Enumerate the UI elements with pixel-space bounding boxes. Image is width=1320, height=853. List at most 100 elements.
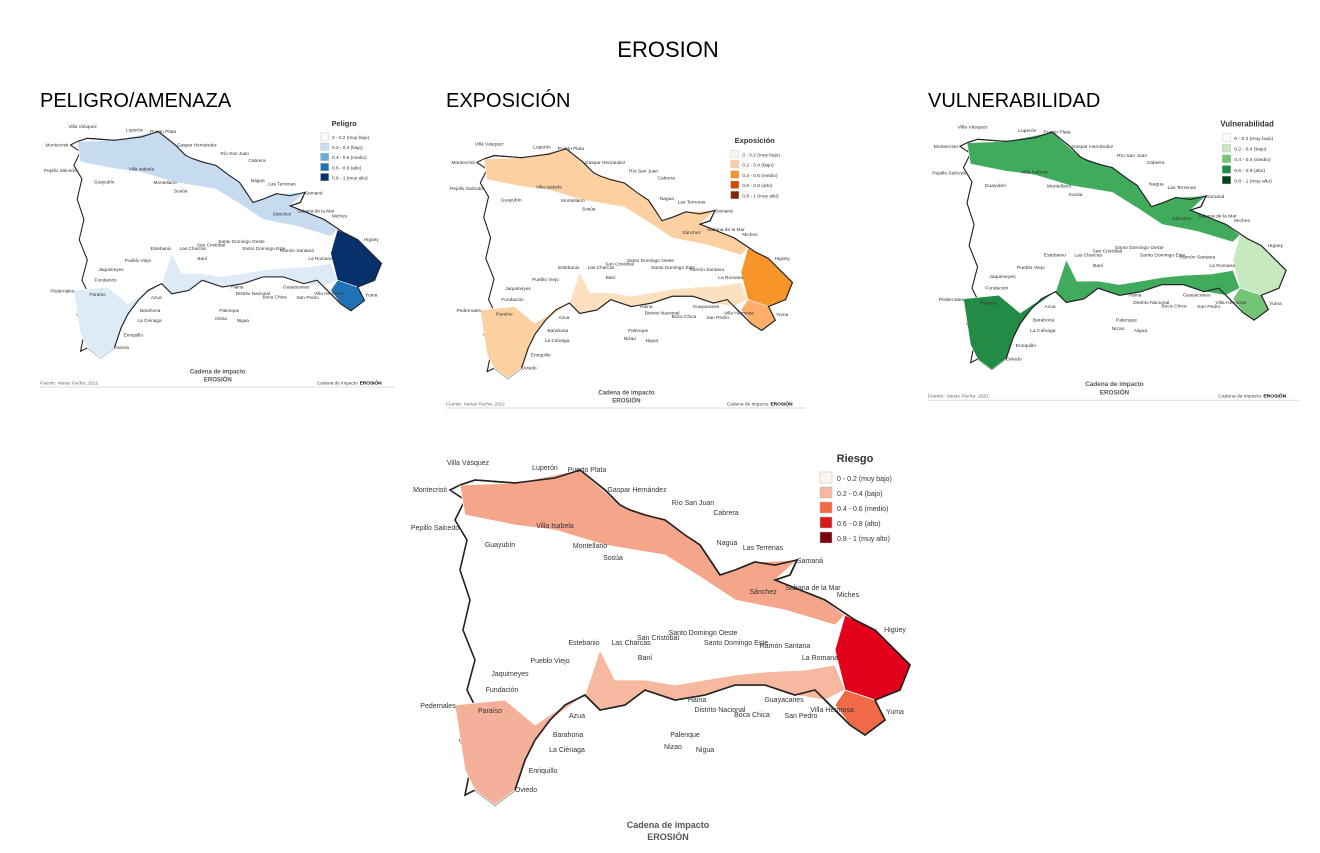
legend-label: 0.2 - 0.4 (bajo)	[837, 491, 883, 498]
place-label: Distrito Nacional	[1133, 300, 1169, 306]
place-label: Yuma	[1269, 301, 1282, 307]
place-label: La Romana	[718, 275, 743, 281]
footer-tag: Cadena de impacto	[317, 380, 358, 386]
place-label: Palenque	[219, 308, 239, 314]
place-label: Pedernales	[456, 308, 481, 314]
place-label: Cabrera	[658, 176, 676, 182]
place-label: Villa Isabela	[536, 523, 574, 530]
place-label: Cabrera	[248, 158, 265, 164]
place-label: Fundación	[501, 297, 524, 303]
coastline	[483, 148, 794, 369]
place-label: Miches	[742, 232, 758, 238]
place-label: Villa Hermosa	[314, 291, 344, 297]
place-label: Estebanio	[568, 640, 599, 647]
place-label: Higüey	[1268, 243, 1284, 249]
place-label: Haina	[688, 697, 706, 704]
page-title: EROSION	[617, 37, 718, 62]
legend-title: Exposición	[735, 136, 776, 145]
place-label: Nizao	[664, 744, 682, 751]
place-label: Villa Isabela	[1021, 169, 1048, 175]
footer-tag-bold: EROSIÓN	[770, 399, 793, 407]
place-label: Miches	[332, 213, 348, 219]
place-label: Guayacanes	[1183, 293, 1211, 299]
place-label: La Romana	[1209, 263, 1235, 269]
place-label: Miches	[837, 592, 860, 599]
place-label: Jaquimeyes	[505, 286, 531, 292]
legend-label: 0 - 0.2 (muy bajo)	[742, 152, 780, 158]
place-label: Gaspar Hernández	[1072, 144, 1114, 150]
legend-label: 0.8 - 1 (muy alto)	[1234, 179, 1272, 185]
source-note: Fuente: Varias Fecha: 2021	[446, 401, 505, 407]
footer-title: Cadena de impacto	[1085, 381, 1144, 388]
legend-label: 0 - 0.2 (muy bajo)	[332, 135, 369, 141]
place-label: Oviedo	[1006, 356, 1022, 362]
place-label: Fundación	[985, 286, 1008, 292]
place-label: Guayacanes	[283, 284, 310, 290]
place-label: Las Charcas	[180, 246, 207, 252]
place-label: Gaspar Hernández	[607, 487, 667, 494]
legend-swatch	[730, 149, 740, 158]
footer-subtitle: EROSIÓN	[204, 376, 232, 384]
place-label: Sosúa	[174, 188, 188, 194]
place-label: Jaquimeyes	[98, 267, 124, 273]
place-label: Miches	[1234, 218, 1250, 224]
place-label: Enriquillo	[529, 768, 558, 775]
legend-swatch	[1222, 154, 1231, 163]
place-label: Barahona	[553, 732, 583, 739]
place-label: Baní	[606, 275, 617, 281]
place-label: Sosúa	[1068, 192, 1082, 198]
place-label: Boca Chica	[672, 314, 697, 320]
place-label: Yuma	[776, 312, 789, 318]
place-label: Nigua	[696, 747, 714, 754]
place-label: Montellano	[1047, 183, 1071, 189]
place-label: Azua	[569, 713, 585, 720]
place-label: San Pedro	[1197, 304, 1221, 310]
legend-swatch	[1222, 144, 1231, 153]
place-label: Pepillo Salcedo	[450, 186, 483, 192]
place-label: Sosúa	[603, 555, 623, 562]
legend-label: 0.4 - 0.6 (medio)	[837, 506, 888, 513]
legend-swatch	[730, 191, 740, 199]
place-label: Sabana de la Mar	[785, 585, 841, 592]
legend-label: 0.4 - 0.6 (medio)	[1234, 157, 1271, 163]
place-label: Sánchez	[273, 211, 292, 217]
place-label: Haina	[640, 304, 653, 310]
place-label: Palenque	[628, 328, 649, 334]
place-label: Nigua	[237, 318, 250, 324]
map-heading: EXPOSICIÓN	[446, 89, 570, 112]
place-label: Las Charcas	[1074, 252, 1102, 258]
source-note: Fuente: Varias Fecha: 2021	[928, 393, 989, 399]
legend-swatch	[819, 501, 833, 514]
source-note: Fuente: Varias Fecha: 2021	[40, 380, 98, 386]
place-label: Oviedo	[521, 366, 537, 372]
place-label: Ramón Santana	[280, 248, 314, 254]
place-label: Nagua	[1149, 181, 1164, 187]
place-label: Villa Vásquez	[68, 124, 97, 130]
place-label: San Pedro	[297, 295, 320, 301]
place-label: Pepillo Salcedo	[411, 525, 459, 532]
place-label: Enriquillo	[1016, 343, 1037, 349]
place-label: Montecristi	[934, 144, 958, 150]
footer-tag: Cadena de impacto	[1218, 393, 1261, 399]
place-label: Guayubín	[985, 183, 1007, 189]
place-label: Palenque	[1116, 317, 1137, 323]
legend-swatch	[819, 516, 833, 529]
place-label: Higüey	[884, 627, 906, 634]
place-label: Luperón	[532, 465, 558, 472]
legend-label: 0.4 - 0.6 (medio)	[332, 155, 367, 161]
place-label: Las Terrenas	[743, 545, 784, 552]
place-label: Villa Hermosa	[724, 311, 754, 317]
footer-title: Cadena de impacto	[598, 389, 655, 396]
place-label: Estebanio	[1044, 252, 1066, 258]
legend-swatch	[730, 160, 740, 169]
place-label: Nigua	[1134, 328, 1147, 334]
place-label: Sánchez	[682, 230, 701, 236]
place-label: San Pedro	[784, 713, 817, 720]
place-label: Pedernales	[50, 288, 75, 294]
map: Villa Vásquez Montecristi Pepillo Salcedo G…	[411, 453, 911, 842]
place-label: Distrito Nacional	[695, 707, 746, 714]
place-label: Oviedo	[515, 787, 537, 794]
place-label: Sabana de la Mar	[707, 227, 745, 233]
place-label: Santo Domingo Este	[242, 246, 286, 252]
